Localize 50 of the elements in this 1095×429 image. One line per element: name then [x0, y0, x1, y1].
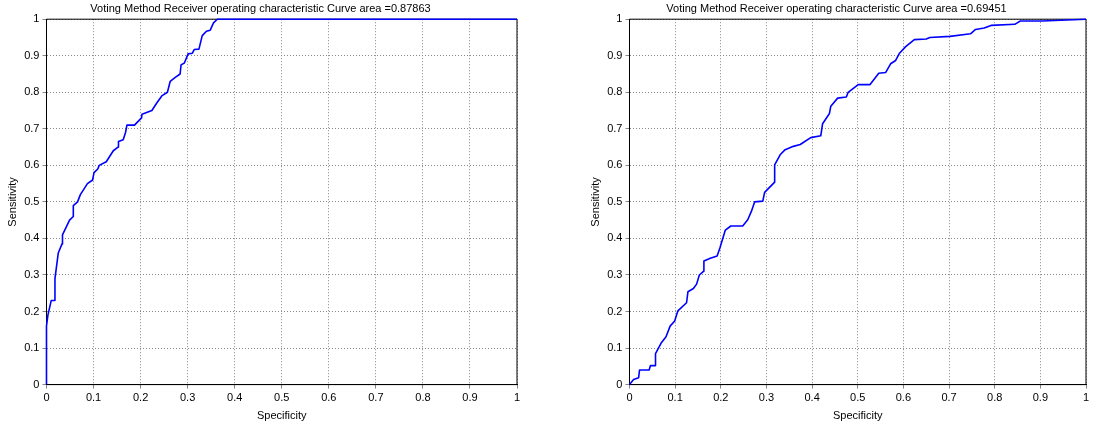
- x-tick-label: 0.8: [987, 391, 1003, 404]
- x-tick-label: 0.6: [321, 391, 337, 404]
- y-tick-label: 0: [33, 377, 40, 390]
- x-tick-label: 0.3: [180, 391, 196, 404]
- x-axis-title: Specificity: [256, 409, 307, 422]
- y-tick-label: 1: [33, 12, 40, 25]
- x-tick-label: 0.2: [132, 391, 149, 404]
- x-tick-label: 0.4: [227, 391, 243, 404]
- x-tick-label: 0.6: [895, 391, 912, 404]
- y-tick-label: 0: [616, 377, 623, 390]
- y-tick-label: 0.7: [607, 121, 623, 134]
- x-tick-label: 0: [43, 391, 50, 404]
- x-tick-label: 1: [1082, 391, 1090, 404]
- y-axis-title: Sensitivity: [588, 176, 601, 227]
- y-tick-label: 0.2: [24, 304, 40, 317]
- y-tick-label: 0.4: [24, 231, 40, 244]
- x-tick-label: 0.1: [667, 391, 683, 404]
- chart-title: Voting Method Receiver operating characteristic Curve area =0.69451: [666, 1, 1007, 14]
- y-tick-label: 0.5: [607, 194, 623, 207]
- y-tick-label: 0.9: [24, 48, 40, 61]
- x-tick-label: 0.2: [713, 391, 729, 404]
- y-tick-label: 1: [616, 12, 623, 25]
- x-tick-label: 0.3: [758, 391, 775, 404]
- x-tick-label: 0.5: [274, 391, 290, 404]
- x-tick-label: 0.7: [368, 391, 384, 404]
- x-tick-label: 0.9: [462, 391, 478, 404]
- x-tick-label: 0.5: [850, 391, 866, 404]
- y-tick-label: 0.8: [24, 85, 40, 98]
- y-tick-label: 0.4: [607, 231, 623, 244]
- x-tick-label: 0.1: [85, 391, 102, 404]
- y-tick-label: 0.6: [24, 158, 40, 171]
- y-axis-title: Sensitivity: [5, 176, 18, 227]
- x-tick-label: 0: [626, 391, 633, 404]
- x-tick-label: 0.7: [941, 391, 957, 404]
- y-tick-label: 0.1: [24, 341, 40, 354]
- y-tick-label: 0.7: [24, 121, 40, 134]
- chart-title: Voting Method Receiver operating characteristic Curve area =0.87863: [90, 1, 431, 14]
- y-tick-label: 0.6: [607, 158, 623, 171]
- y-tick-label: 0.3: [24, 268, 40, 281]
- y-tick-label: 0.9: [607, 48, 623, 61]
- x-tick-label: 0.9: [1032, 391, 1048, 404]
- y-tick-label: 0.3: [607, 268, 623, 281]
- x-tick-label: 1: [513, 391, 521, 404]
- y-tick-label: 0.5: [24, 194, 40, 207]
- x-tick-label: 0.4: [804, 391, 820, 404]
- y-tick-label: 0.2: [607, 304, 623, 317]
- y-tick-label: 0.1: [607, 341, 623, 354]
- y-tick-label: 0.8: [607, 85, 623, 98]
- x-axis-title: Specificity: [832, 409, 883, 422]
- x-tick-label: 0.8: [415, 391, 431, 404]
